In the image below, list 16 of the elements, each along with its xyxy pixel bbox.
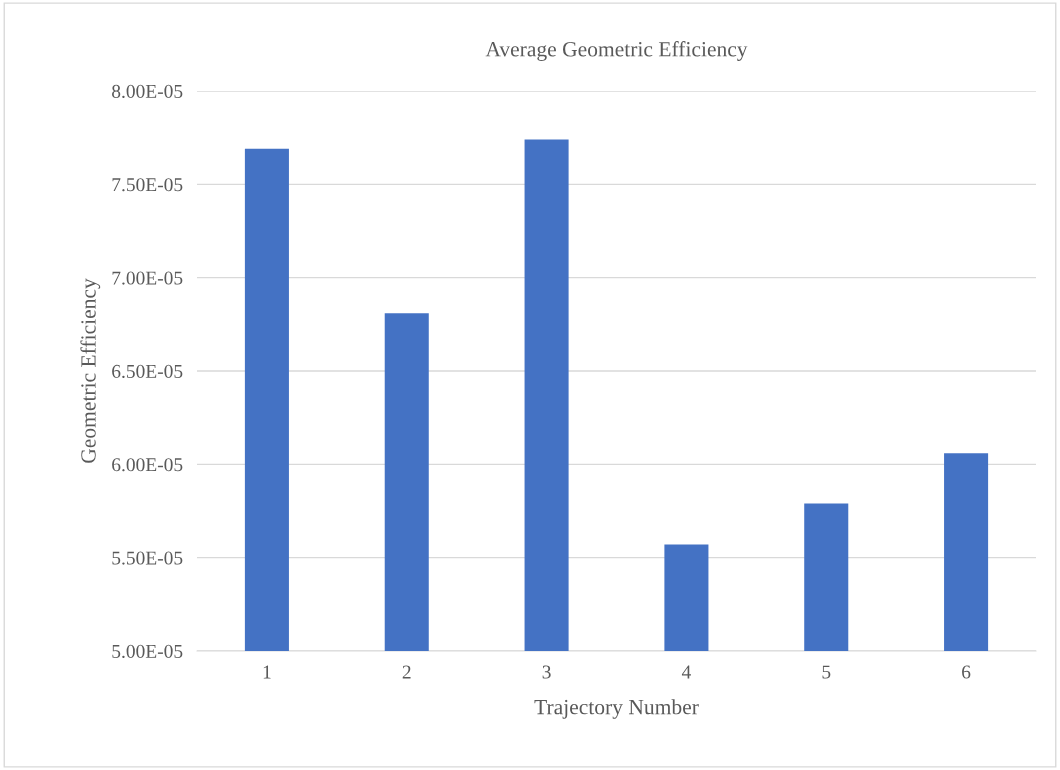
y-tick-label: 7.00E-05: [112, 271, 183, 285]
y-tick-label: 5.50E-05: [112, 551, 183, 565]
y-tick-label: 5.00E-05: [112, 644, 183, 659]
x-tick-label: 4: [681, 665, 691, 679]
y-tick-label: 8.00E-05: [112, 84, 183, 99]
x-tick-label: 6: [962, 665, 971, 679]
chart-title: Average Geometric Efficiency: [485, 41, 748, 61]
y-axis-title: Geometric Efficiency: [80, 278, 101, 463]
x-tick-label: 2: [402, 665, 411, 679]
x-tick-label: 1: [263, 665, 271, 679]
y-tick-label: 6.50E-05: [112, 364, 183, 379]
x-tick-label: 3: [542, 665, 551, 679]
y-tick-label: 7.50E-05: [112, 178, 183, 192]
x-tick-label: 5: [822, 665, 831, 679]
x-axis-title: Trajectory Number: [534, 699, 699, 719]
y-tick-label: 6.00E-05: [112, 458, 183, 472]
